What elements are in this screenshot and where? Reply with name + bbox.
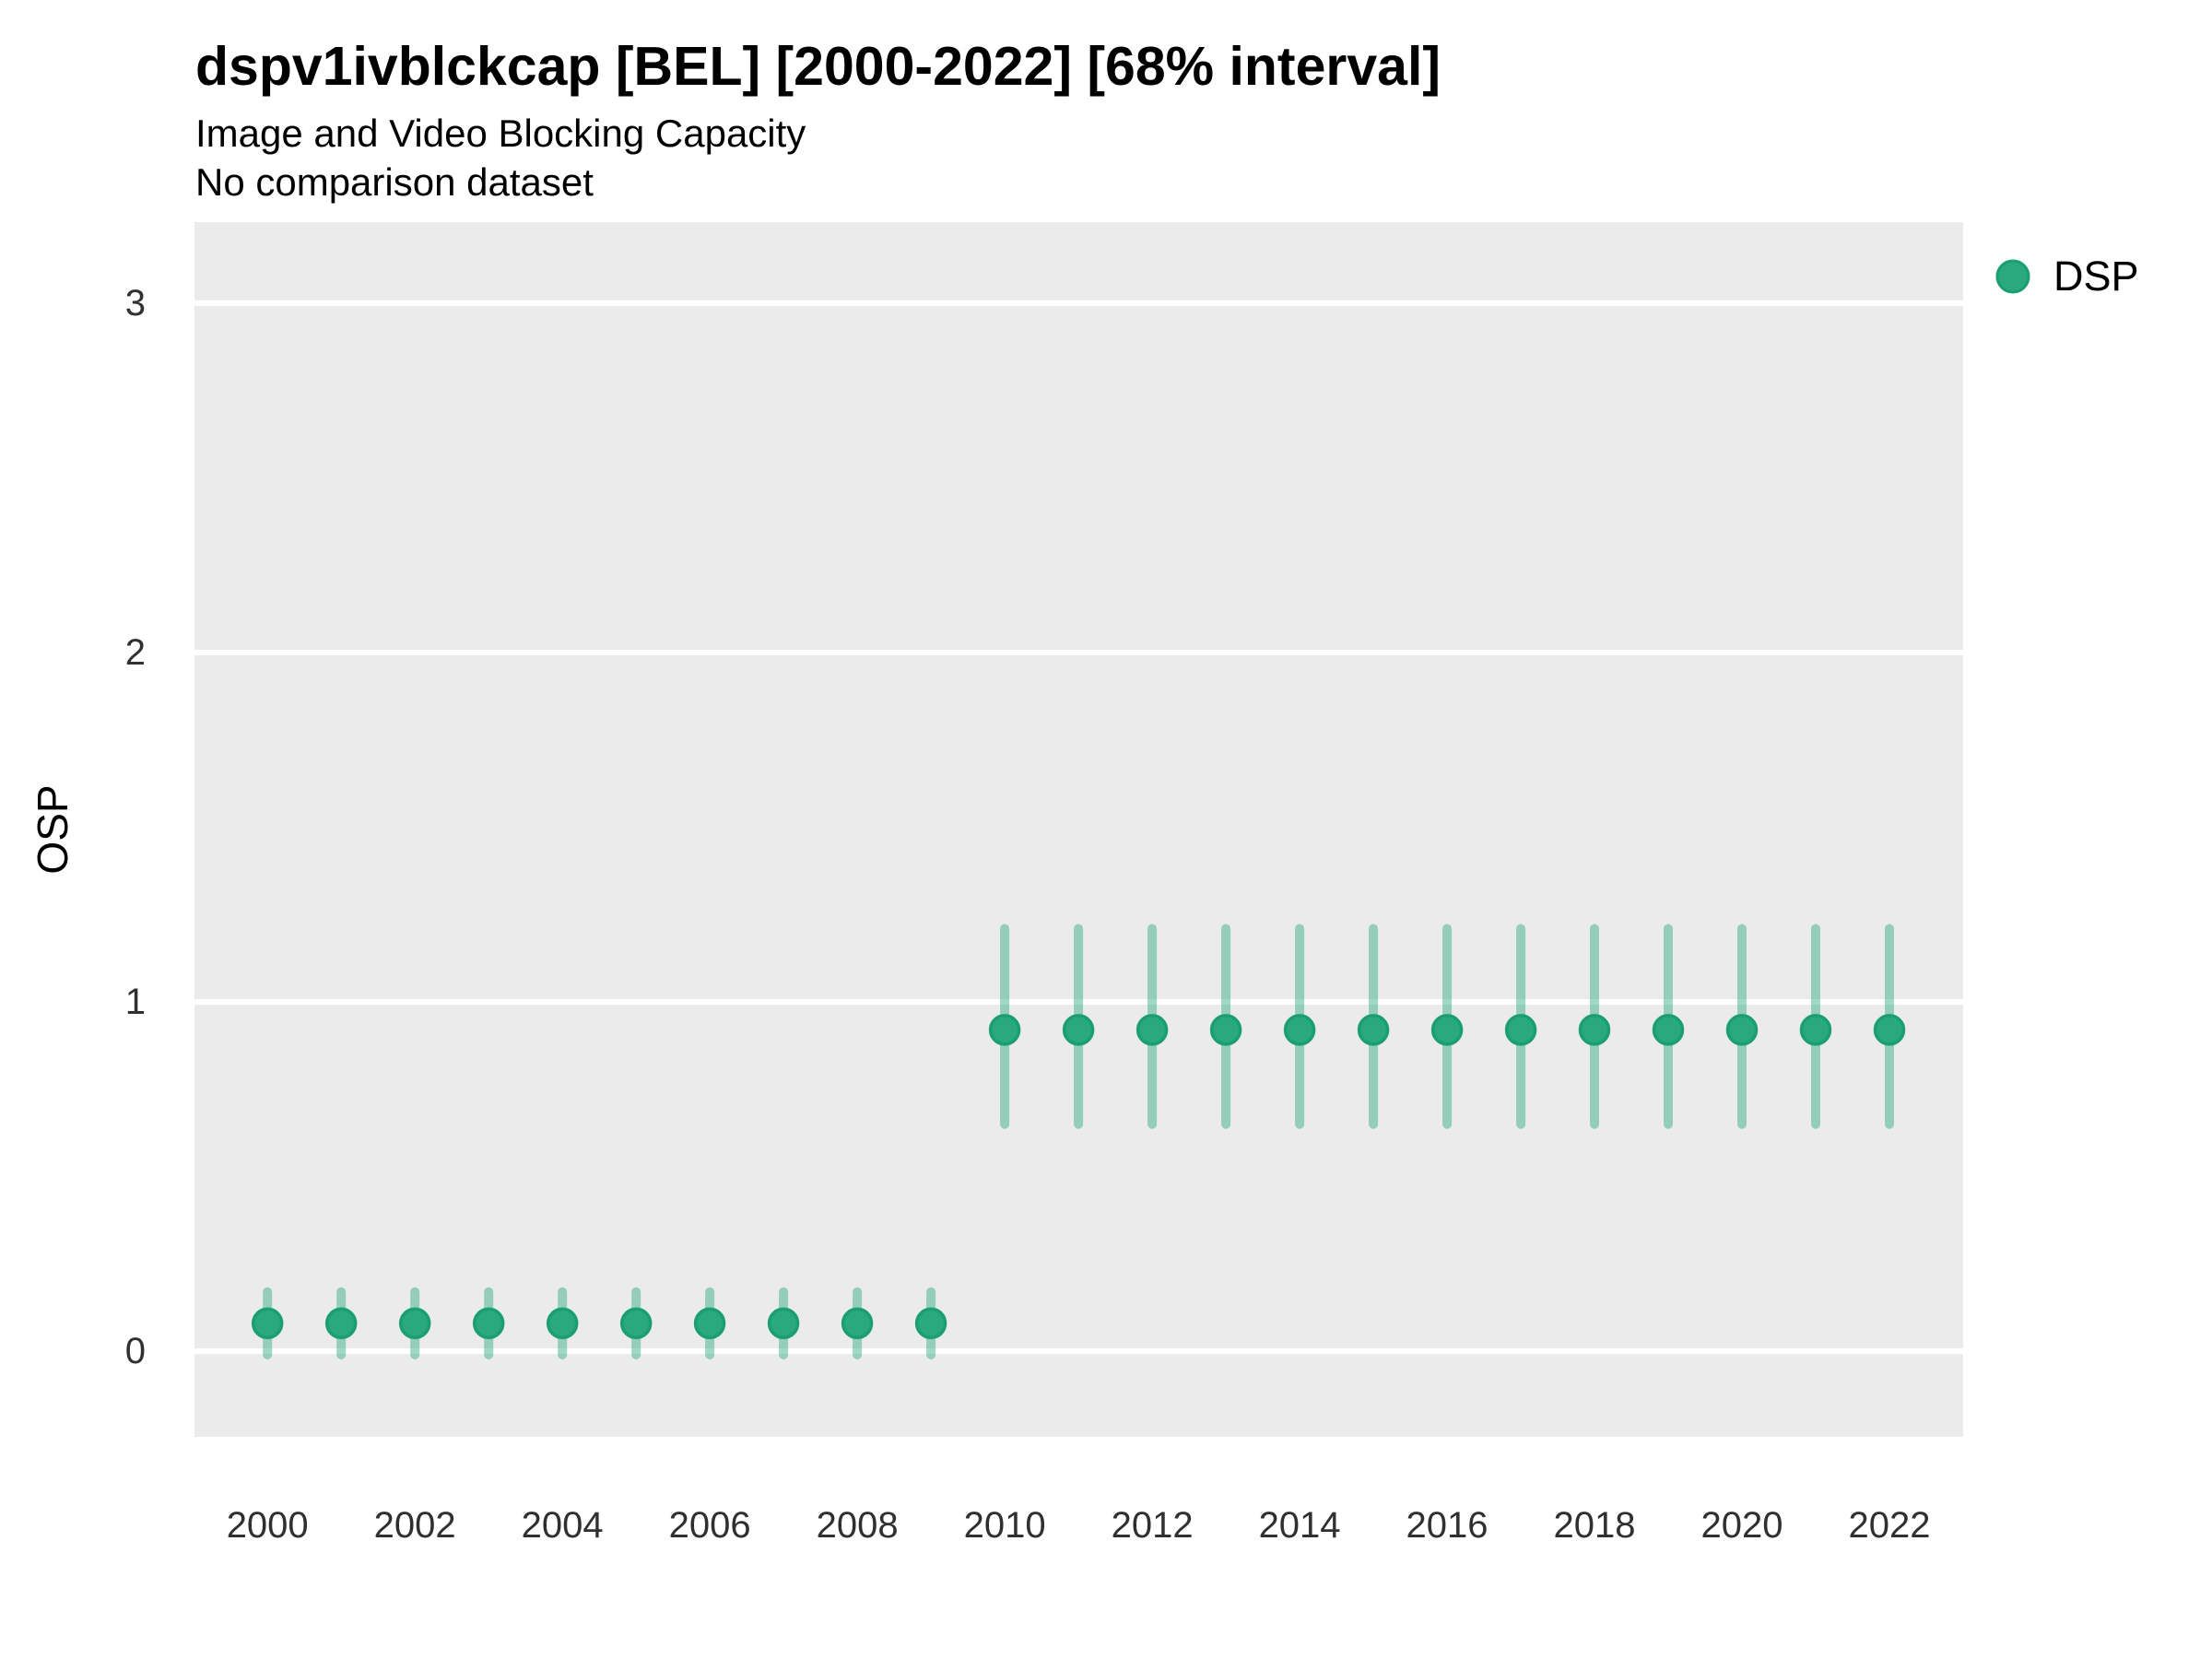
gridline (194, 650, 1963, 655)
data-point (1283, 1014, 1316, 1046)
data-point (546, 1307, 579, 1340)
gridline (194, 300, 1963, 306)
data-point (1725, 1014, 1759, 1046)
y-tick-label: 0 (124, 1331, 146, 1372)
y-tick-label: 2 (124, 632, 146, 673)
data-point (1430, 1014, 1464, 1046)
data-point (1062, 1014, 1095, 1046)
x-tick-label: 2016 (1406, 1505, 1488, 1546)
data-point (1652, 1014, 1685, 1046)
data-point (619, 1307, 653, 1340)
chart-subtitle: Image and Video Blocking Capacity (195, 112, 806, 155)
plot-panel (194, 222, 1963, 1437)
x-tick-label: 2004 (521, 1505, 604, 1546)
x-tick-label: 2000 (226, 1505, 309, 1546)
data-point (251, 1307, 284, 1340)
x-tick-label: 2014 (1258, 1505, 1341, 1546)
data-point (1873, 1014, 1906, 1046)
legend-point-icon (1995, 259, 2030, 294)
data-point (324, 1307, 358, 1340)
x-tick-label: 2022 (1848, 1505, 1931, 1546)
x-tick-label: 2006 (668, 1505, 751, 1546)
data-point (914, 1307, 947, 1340)
data-point (1504, 1014, 1537, 1046)
gridline (194, 999, 1963, 1006)
x-tick-label: 2018 (1553, 1505, 1636, 1546)
x-tick-label: 2020 (1700, 1505, 1783, 1546)
data-point (1799, 1014, 1832, 1046)
legend: DSP (1978, 241, 2212, 312)
x-tick-label: 2002 (373, 1505, 456, 1546)
data-point (841, 1307, 874, 1340)
data-point (767, 1307, 800, 1340)
chart-note: No comparison dataset (195, 160, 594, 204)
data-point (1578, 1014, 1611, 1046)
data-point (988, 1014, 1021, 1046)
data-point (1135, 1014, 1169, 1046)
y-axis-title: OSP (29, 784, 76, 875)
plot-area (194, 300, 1963, 1359)
data-point (472, 1307, 505, 1340)
data-point (398, 1307, 431, 1340)
x-tick-label: 2010 (963, 1505, 1046, 1546)
data-point (693, 1307, 726, 1340)
legend-label: DSP (2053, 253, 2139, 300)
data-point (1209, 1014, 1242, 1046)
gridline (194, 1348, 1963, 1355)
x-tick-label: 2012 (1111, 1505, 1194, 1546)
chart-title: dspv1ivblckcap [BEL] [2000-2022] [68% in… (195, 36, 1441, 97)
y-tick-label: 3 (124, 282, 146, 324)
y-tick-label: 1 (124, 982, 146, 1023)
x-tick-label: 2008 (816, 1505, 899, 1546)
data-point (1357, 1014, 1390, 1046)
